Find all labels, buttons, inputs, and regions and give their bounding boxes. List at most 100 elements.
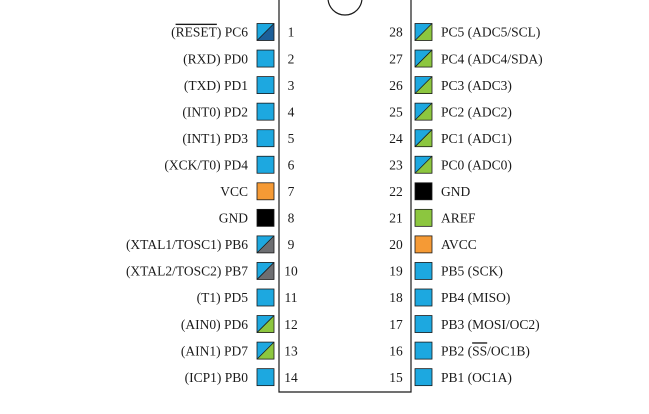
pin-12-color-box <box>256 315 275 333</box>
pin-1-color-box <box>256 23 275 41</box>
pin-11-color-box-fill <box>256 288 275 307</box>
pin-8-label: GND <box>219 211 248 226</box>
pin-22-number: 22 <box>389 184 403 199</box>
pin-9-color-box-diagonal <box>256 235 275 254</box>
pin-18-number: 18 <box>389 290 403 305</box>
pin-8-color-box <box>256 208 275 227</box>
pin-26-color-box-diagonal <box>414 76 433 94</box>
pin-4-label: (INT0) PD2 <box>182 104 248 119</box>
pin-7-number: 7 <box>288 184 295 199</box>
pin-14-color-box <box>256 368 275 387</box>
pin-26-color-box <box>414 76 433 94</box>
pin-14-number: 14 <box>284 370 298 385</box>
pin-21-number: 21 <box>389 211 403 226</box>
pin-13-number: 13 <box>284 343 298 358</box>
pin-12-color-box-diagonal <box>256 315 275 333</box>
pin-20-number: 20 <box>389 237 403 252</box>
pin-22-label: GND <box>441 184 470 199</box>
pin-12-number: 12 <box>284 317 298 332</box>
pin-6-color-box <box>256 155 275 174</box>
pin-6-color-box-fill <box>256 155 275 174</box>
pin-10-number: 10 <box>284 264 298 279</box>
pin-19-number: 19 <box>389 264 403 279</box>
pin-25-number: 25 <box>389 104 403 119</box>
pin-17-color-box <box>414 315 433 333</box>
pin-9-label: (XTAL1/TOSC1) PB6 <box>126 237 248 252</box>
pin-26-label: PC3 (ADC3) <box>441 78 512 93</box>
pin-16-color-box <box>414 341 433 360</box>
pin-10-color-box-diagonal <box>256 262 275 280</box>
pin-18-label: PB4 (MISO) <box>441 290 510 305</box>
pin-26-number: 26 <box>389 78 403 93</box>
pin-15-color-box <box>414 368 433 387</box>
pin-1-label-part: ( <box>171 25 176 40</box>
pin-13-color-box-border <box>256 341 275 360</box>
pin-27-number: 27 <box>389 51 403 66</box>
pin-13-color-box-diagonal <box>256 341 275 360</box>
pin-16-label: PB2 (SS/OC1B) <box>441 343 530 358</box>
pin-17-color-box-fill <box>414 315 433 333</box>
pin-11-label: (T1) PD5 <box>197 290 249 305</box>
pin-24-label: PC1 (ADC1) <box>441 131 512 146</box>
pin-28-color-box-border <box>414 23 433 41</box>
pin-10-color-box <box>256 262 275 280</box>
pin-5-color-box <box>256 129 275 148</box>
pin-7-color-box-fill <box>256 182 275 201</box>
pin-12-label: (AIN0) PD6 <box>181 317 248 332</box>
pin-1-number: 1 <box>288 25 295 40</box>
pin-7-label: VCC <box>220 184 248 199</box>
pin-4-color-box-fill <box>256 102 275 121</box>
pin-13-color-box <box>256 341 275 360</box>
pin-16-label-part: /OC1B) <box>487 343 530 358</box>
pin-8-number: 8 <box>288 211 295 226</box>
pin-6-label: (XCK/T0) PD4 <box>164 157 248 172</box>
pin-21-color-box-fill <box>414 208 433 227</box>
chip-body-outline <box>278 0 412 393</box>
pin-4-color-box <box>256 102 275 121</box>
pin-25-color-box-border <box>414 102 433 121</box>
pin-25-color-box-diagonal <box>414 102 433 121</box>
pin-16-color-box-fill <box>414 341 433 360</box>
pin-27-color-box <box>414 49 433 68</box>
pin-11-color-box <box>256 288 275 307</box>
pin-3-color-box-fill <box>256 76 275 94</box>
pin-3-label: (TXD) PD1 <box>184 78 248 93</box>
pin-28-number: 28 <box>389 25 403 40</box>
pin-27-color-box-diagonal <box>414 49 433 68</box>
pin-9-color-box-border <box>256 235 275 254</box>
pin-1-label: (RESET) PC6 <box>171 25 248 40</box>
pin-4-number: 4 <box>288 104 295 119</box>
pin-23-color-box-diagonal <box>414 155 433 174</box>
pin-18-color-box-fill <box>414 288 433 307</box>
pin-19-color-box <box>414 262 433 280</box>
pin-2-label: (RXD) PD0 <box>183 51 248 66</box>
pin-2-number: 2 <box>288 51 295 66</box>
pin-24-color-box-diagonal <box>414 129 433 147</box>
pin-25-color-box <box>414 102 433 121</box>
pin-1-label-part: ) <box>217 25 225 40</box>
pin-14-label: (ICP1) PB0 <box>185 370 249 385</box>
pin-23-label: PC0 (ADC0) <box>441 157 512 172</box>
pin-15-label: PB1 (OC1A) <box>441 370 512 385</box>
pin-10-label: (XTAL2/TOSC2) PB7 <box>126 264 248 279</box>
pin-16-label-overline: SS <box>472 343 487 358</box>
pin-5-label: (INT1) PD3 <box>182 131 248 146</box>
pin-3-number: 3 <box>288 78 295 93</box>
pin-1-label-part: PC6 <box>225 25 249 40</box>
pin-23-color-box <box>414 155 433 174</box>
pin-21-color-box <box>414 208 433 227</box>
pin-22-color-box <box>414 182 433 201</box>
pin-19-color-box-fill <box>414 262 433 280</box>
pin-28-color-box <box>414 23 433 41</box>
pin-13-label: (AIN1) PD7 <box>181 343 248 358</box>
pin-1-color-box-border <box>256 23 275 41</box>
pin-14-color-box-fill <box>256 368 275 387</box>
pin-24-number: 24 <box>389 131 403 146</box>
pin-12-color-box-border <box>256 315 275 333</box>
pin-list: (RESET) PC6 1 (RXD) PD0 2 (TXD) PD1 3 (INT0) P… <box>126 23 543 387</box>
pin-9-color-box <box>256 235 275 254</box>
pin-22-color-box-fill <box>414 182 433 201</box>
pin-23-color-box-border <box>414 155 433 174</box>
pin-27-label: PC4 (ADC4/SDA) <box>441 51 543 66</box>
